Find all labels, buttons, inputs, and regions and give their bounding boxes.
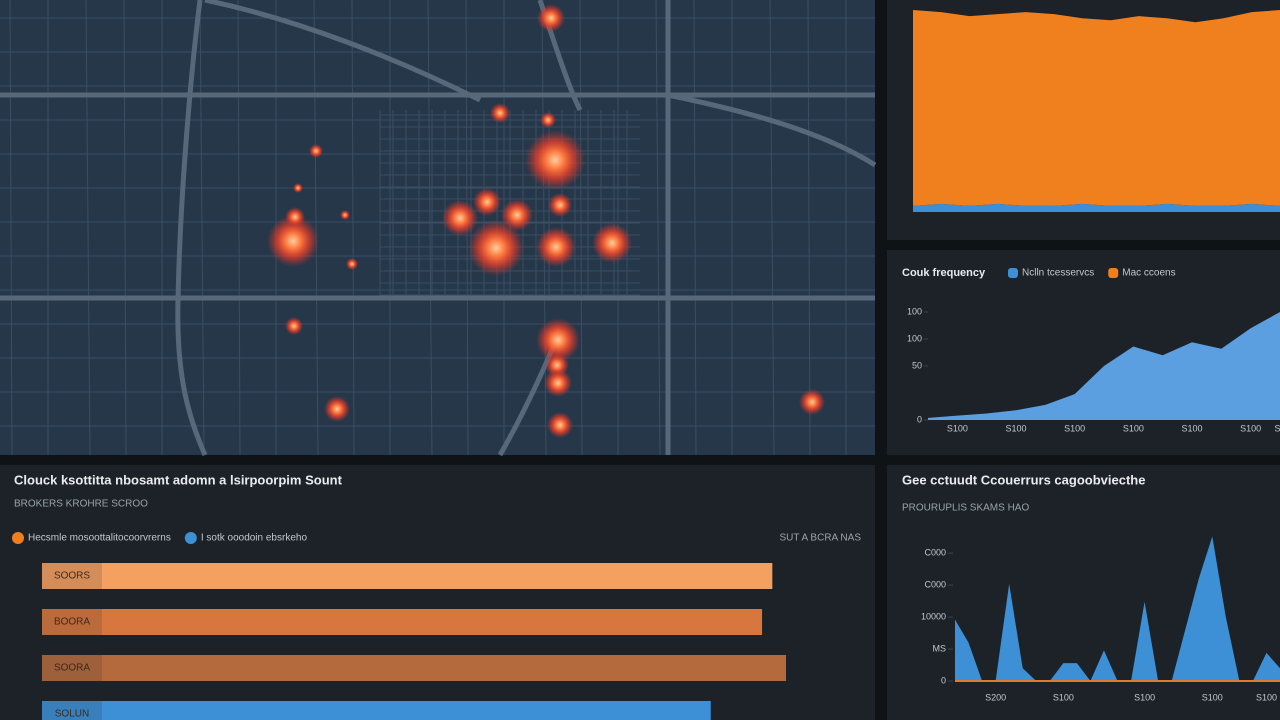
y-tick-label: 10000 bbox=[921, 611, 946, 621]
chart-note: SUT A BCRA NAS bbox=[779, 533, 861, 544]
legend-swatch bbox=[1108, 268, 1119, 278]
hotspot bbox=[324, 396, 350, 422]
hotspot bbox=[267, 215, 319, 267]
x-tick-label: S1 bbox=[1274, 423, 1280, 433]
x-tick-label: S100 bbox=[1202, 692, 1223, 702]
y-tick-label: C000 bbox=[924, 548, 946, 558]
map bbox=[0, 0, 877, 457]
x-tick-label: S200 bbox=[985, 692, 1006, 702]
street bbox=[199, 0, 205, 456]
hotspot bbox=[547, 412, 573, 438]
street bbox=[769, 0, 775, 456]
area bbox=[955, 536, 1280, 681]
category-label: SOORA bbox=[54, 663, 90, 674]
y-tick-label: 0 bbox=[917, 414, 922, 424]
x-tick-label: S100 bbox=[1256, 692, 1277, 702]
x-tick-label: S100 bbox=[1053, 692, 1074, 702]
hotspot bbox=[473, 188, 501, 216]
hotspot bbox=[285, 317, 303, 335]
hotspot bbox=[346, 258, 358, 270]
street bbox=[85, 0, 91, 456]
y-tick-label: 100 bbox=[907, 306, 922, 316]
x-tick-label: S100 bbox=[947, 423, 968, 433]
hotspot bbox=[490, 103, 510, 123]
legend-label: Hecsmle mosoottalitocoorvrerns bbox=[28, 533, 171, 544]
chart-title: Clouck ksottitta nbosamt adomn a lsirpoo… bbox=[14, 472, 343, 487]
legend-swatch bbox=[184, 532, 197, 544]
bar bbox=[102, 701, 711, 720]
y-tick-label: 0 bbox=[941, 675, 946, 685]
category-label: BOORA bbox=[54, 617, 90, 628]
category-label: SOLUN bbox=[55, 709, 89, 720]
area bbox=[913, 10, 1280, 206]
map-panel bbox=[0, 0, 875, 455]
street bbox=[351, 0, 355, 456]
street bbox=[693, 0, 697, 456]
charts: Couk frequency Nclln tcesservcs Mac ccoens… bbox=[12, 10, 1280, 720]
road bbox=[204, 0, 482, 103]
hotspot bbox=[540, 112, 556, 128]
hotspot bbox=[548, 193, 572, 217]
category-label-bg bbox=[42, 701, 102, 720]
street bbox=[9, 0, 13, 456]
category-label-bg bbox=[42, 609, 102, 635]
chart-subtitle: BROKERS KROHRE SCROO bbox=[14, 499, 148, 510]
category-label-bg bbox=[42, 655, 102, 681]
chart-title: Gee cctuudt Ccouerrurs cagoobviecthe bbox=[902, 472, 1145, 487]
hotspot bbox=[293, 183, 303, 193]
x-tick-label: S100 bbox=[1064, 423, 1085, 433]
hotspot bbox=[536, 227, 576, 267]
legend-label: Mac ccoens bbox=[1122, 268, 1175, 279]
hotspot bbox=[309, 144, 323, 158]
chart-subtitle: PROURUPLIS SKAMS HAO bbox=[902, 503, 1029, 514]
road bbox=[175, 0, 208, 456]
street bbox=[313, 0, 319, 456]
x-tick-label: S100 bbox=[1134, 692, 1155, 702]
legend-label: Nclln tcesservcs bbox=[1022, 268, 1094, 279]
chart-title: Couk frequency bbox=[902, 267, 986, 279]
x-tick-label: S100 bbox=[1181, 423, 1202, 433]
hotspot bbox=[525, 130, 585, 190]
street bbox=[237, 0, 241, 456]
hotspot bbox=[468, 220, 524, 276]
legend-label: I sotk ooodoin ebsrkeho bbox=[201, 533, 308, 544]
hotspot bbox=[442, 200, 478, 236]
bar bbox=[102, 655, 786, 681]
bar bbox=[102, 563, 773, 589]
area bbox=[928, 312, 1280, 420]
legend-swatch bbox=[12, 532, 24, 544]
hotspot bbox=[501, 199, 533, 231]
y-tick-label: MS bbox=[933, 643, 947, 653]
hotspot bbox=[536, 318, 580, 362]
street bbox=[579, 0, 583, 456]
y-tick-label: C000 bbox=[924, 580, 946, 590]
category-label-bg bbox=[42, 563, 102, 589]
hotspot bbox=[537, 4, 565, 32]
street bbox=[123, 0, 127, 456]
hotspot bbox=[544, 369, 572, 397]
bar bbox=[102, 609, 763, 635]
area bbox=[913, 203, 1280, 212]
x-tick-label: S100 bbox=[1240, 423, 1261, 433]
legend-swatch bbox=[1008, 268, 1018, 278]
x-tick-label: S100 bbox=[1005, 423, 1026, 433]
hotspot bbox=[340, 210, 350, 220]
y-tick-label: 50 bbox=[912, 360, 922, 370]
street bbox=[807, 0, 811, 456]
x-tick-label: S100 bbox=[1123, 423, 1144, 433]
road bbox=[667, 92, 877, 168]
hotspot bbox=[592, 223, 632, 263]
hotspot bbox=[285, 207, 305, 227]
category-label: SOORS bbox=[54, 571, 90, 582]
y-tick-label: 100 bbox=[907, 333, 922, 343]
hotspot bbox=[799, 389, 825, 415]
street bbox=[655, 0, 661, 456]
